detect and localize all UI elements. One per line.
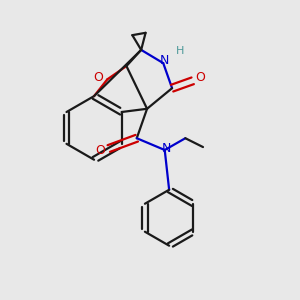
- Text: O: O: [95, 144, 105, 158]
- Text: O: O: [93, 71, 103, 84]
- Text: H: H: [176, 46, 184, 56]
- Text: O: O: [195, 71, 205, 84]
- Text: N: N: [160, 54, 169, 67]
- Text: N: N: [161, 142, 171, 155]
